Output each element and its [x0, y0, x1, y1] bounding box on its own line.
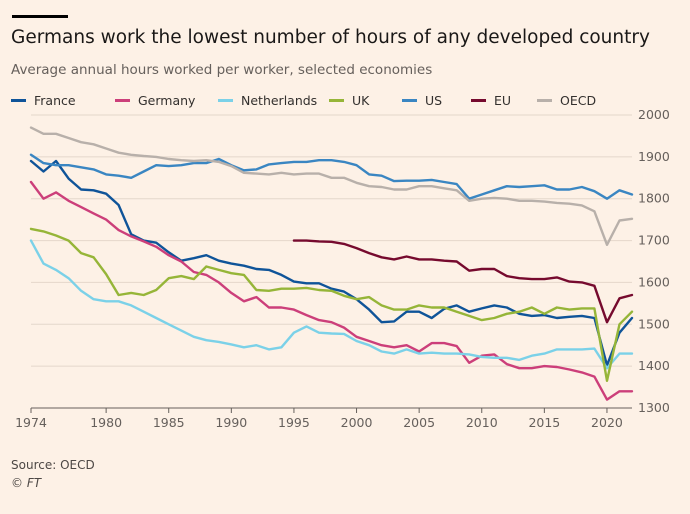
legend-label: Germany [138, 92, 196, 108]
legend-label: UK [352, 92, 370, 108]
y-tick-label: 1300 [638, 400, 670, 415]
legend-item-germany: Germany [115, 90, 195, 110]
legend-item-uk: UK [329, 90, 369, 110]
series-line-germany [29, 180, 634, 401]
series-line-netherlands [29, 239, 634, 370]
series-line-oecd [29, 126, 634, 246]
x-tick-label: 2020 [591, 415, 623, 430]
y-tick-label: 1500 [638, 316, 670, 331]
legend-label: US [425, 92, 443, 108]
header-rule [12, 15, 68, 18]
x-tick-label: 1985 [153, 415, 185, 430]
credit-note: © FT [11, 476, 42, 490]
legend-swatch [218, 98, 233, 102]
legend-label: EU [494, 92, 512, 108]
legend-swatch [329, 98, 344, 102]
legend-swatch [402, 98, 417, 102]
source-note: Source: OECD [11, 458, 95, 472]
legend-swatch [537, 98, 552, 102]
legend-item-oecd: OECD [537, 90, 596, 110]
legend-label: OECD [560, 92, 597, 108]
series-line-uk [29, 227, 634, 382]
legend-label: France [34, 92, 76, 108]
chart-legend: France Germany Netherlands UK US EU OECD [11, 90, 631, 110]
legend-label: Netherlands [241, 92, 318, 108]
y-tick-label: 1600 [638, 274, 670, 289]
y-tick-label: 1400 [638, 358, 670, 373]
legend-item-netherlands: Netherlands [218, 90, 317, 110]
series-line-france [29, 159, 634, 367]
y-tick-label: 1700 [638, 233, 670, 248]
y-tick-label: 2000 [638, 107, 670, 122]
x-tick-label: 1990 [215, 415, 247, 430]
x-tick-label: 1974 [15, 415, 47, 430]
legend-swatch [11, 98, 26, 102]
legend-item-france: France [11, 90, 76, 110]
series-line-us [29, 153, 634, 200]
x-tick-label: 1995 [278, 415, 310, 430]
x-tick-label: 1980 [90, 415, 122, 430]
x-tick-label: 2005 [403, 415, 435, 430]
x-tick-label: 2015 [528, 415, 560, 430]
series-line-eu [292, 239, 634, 324]
legend-swatch [115, 98, 130, 102]
chart-title: Germans work the lowest number of hours … [11, 27, 650, 48]
y-tick-label: 1900 [638, 149, 670, 164]
x-tick-label: 2000 [341, 415, 373, 430]
legend-item-eu: EU [471, 90, 511, 110]
legend-item-us: US [402, 90, 442, 110]
legend-swatch [471, 98, 486, 102]
y-tick-label: 1800 [638, 191, 670, 206]
x-tick-label: 2010 [466, 415, 498, 430]
chart-subtitle: Average annual hours worked per worker, … [11, 62, 433, 78]
